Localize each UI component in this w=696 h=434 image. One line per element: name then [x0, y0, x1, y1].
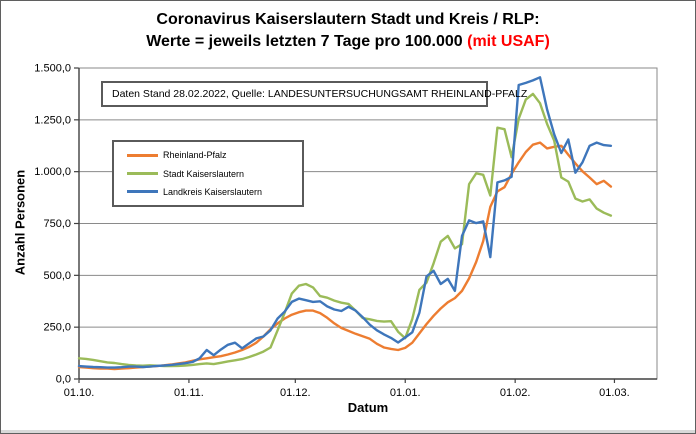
data-source-note: Daten Stand 28.02.2022, Quelle: LANDESUN…: [101, 81, 527, 107]
chart-title-line2-main: Werte = jeweils letzten 7 Tage pro 100.0…: [146, 32, 468, 50]
y-tick-label: 750,0: [43, 218, 71, 230]
x-tick-label: 01.03.: [599, 387, 630, 399]
legend-label: Landkreis Kaiserslautern: [163, 186, 263, 197]
y-tick-label: 250,0: [43, 322, 71, 334]
chart-title: Coronavirus Kaiserslautern Stadt und Kre…: [1, 9, 695, 52]
y-tick-label: 500,0: [43, 270, 71, 282]
y-tick-label: 1.500,0: [34, 63, 71, 75]
legend-item-stadt-kaiserslautern: Stadt Kaiserslautern: [127, 169, 302, 179]
chart-title-line2: Werte = jeweils letzten 7 Tage pro 100.0…: [1, 31, 695, 53]
x-tick-label: 01.01.: [390, 387, 421, 399]
y-tick-label: 1.000,0: [34, 166, 71, 178]
series-line-landkreis: [77, 76, 613, 369]
legend-label: Stadt Kaiserslautern: [163, 168, 245, 179]
y-tick-label: 1.250,0: [34, 114, 71, 126]
legend-line-swatch-icon: [127, 172, 158, 175]
x-axis-title: Datum: [347, 400, 389, 415]
legend-item-rheinland-pfalz: Rheinland-Pfalz: [127, 150, 302, 160]
x-tick-label: 01.10.: [64, 387, 95, 399]
title-usaf-note: (mit USAF): [467, 32, 550, 50]
y-axis-title: Anzahl Personen: [12, 169, 28, 276]
y-tick-label: 0,0: [56, 374, 71, 386]
data-source-note-text: Daten Stand 28.02.2022, Quelle: LANDESUN…: [112, 88, 528, 100]
legend-line-swatch-icon: [127, 153, 158, 157]
x-tick-label: 01.12.: [280, 387, 311, 399]
chart-title-line1: Coronavirus Kaiserslautern Stadt und Kre…: [156, 11, 540, 28]
legend: Rheinland-Pfalz Stadt Kaiserslautern Lan…: [112, 140, 304, 207]
x-tick-label: 01.11.: [174, 387, 204, 399]
series-line-stadt: [77, 92, 613, 368]
legend-item-landkreis-kaiserslautern: Landkreis Kaiserslautern: [127, 187, 302, 197]
legend-label: Rheinland-Pfalz: [163, 150, 227, 161]
window-bottom-edge: [1, 430, 695, 433]
legend-line-swatch-icon: [127, 190, 158, 194]
x-tick-label: 01.02.: [500, 387, 531, 399]
